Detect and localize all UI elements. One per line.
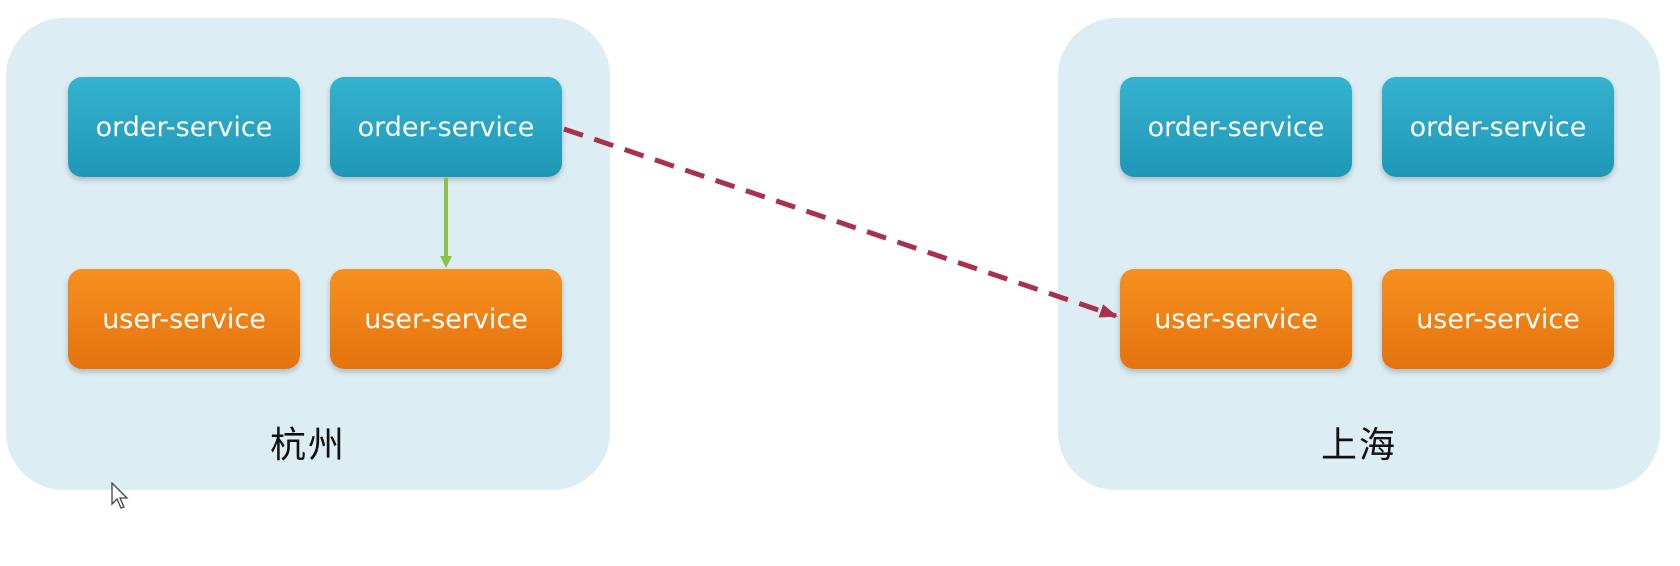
shanghai-user-service-1: user-service bbox=[1120, 269, 1352, 369]
hangzhou-order-service-2: order-service bbox=[330, 77, 562, 177]
mouse-cursor-icon bbox=[111, 482, 129, 509]
cluster-label-shanghai: 上海 bbox=[1320, 425, 1397, 466]
hangzhou-order-service-1: order-service bbox=[68, 77, 300, 177]
cluster-label-hangzhou: 杭州 bbox=[269, 425, 346, 466]
shanghai-user-service-2: user-service bbox=[1382, 269, 1614, 369]
cross-region-call-arrow bbox=[563, 126, 1118, 319]
hangzhou-user-service-1: user-service bbox=[68, 269, 300, 369]
shanghai-order-service-2: order-service bbox=[1382, 77, 1614, 177]
shanghai-order-service-1: order-service bbox=[1120, 77, 1352, 177]
hangzhou-user-service-2: user-service bbox=[330, 269, 562, 369]
